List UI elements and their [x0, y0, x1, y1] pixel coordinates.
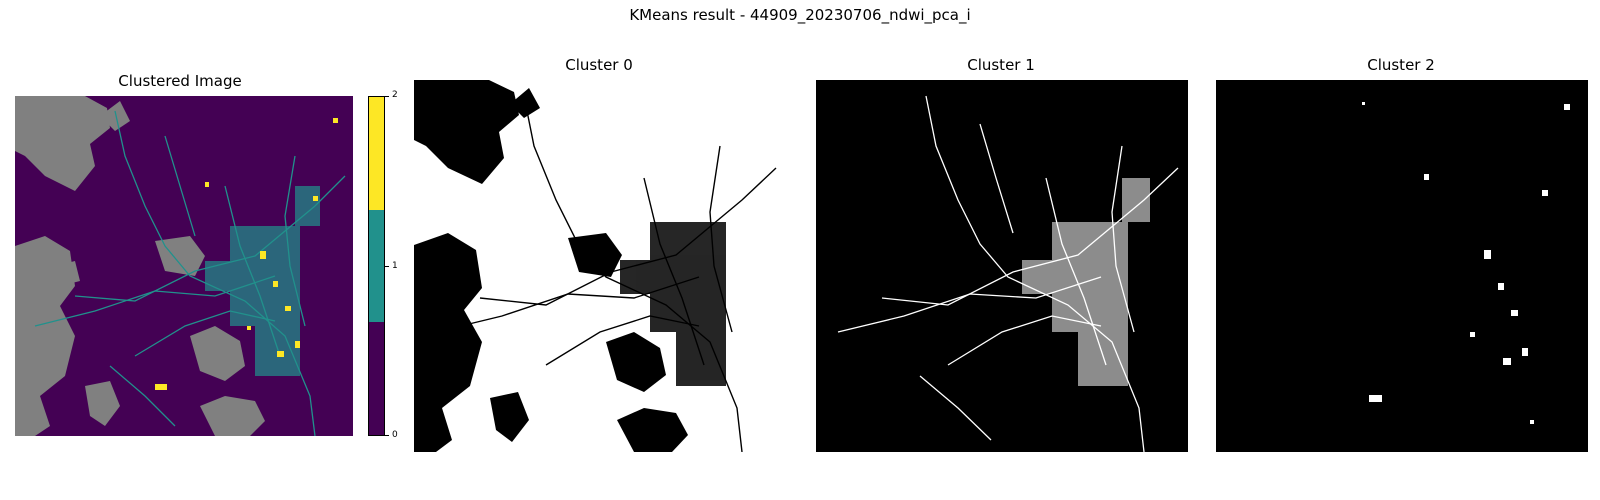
panel-title-cluster-1: Cluster 1 — [967, 56, 1035, 74]
cluster-2-patches — [155, 118, 338, 390]
panel-title-clustered: Clustered Image — [118, 72, 242, 90]
colorbar-tick-label-1: 1 — [392, 261, 398, 271]
cluster-1-mask — [816, 80, 1188, 452]
cluster-1-mask-svg — [837, 95, 1179, 452]
colorbar-tick-1 — [385, 266, 389, 267]
cluster-2-mask — [1216, 80, 1588, 452]
colorbar-tick-0 — [385, 435, 389, 436]
suptitle: KMeans result - 44909_20230706_ndwi_pca_… — [629, 6, 971, 24]
cluster-2-patches — [1362, 102, 1570, 424]
panel-title-cluster-2: Cluster 2 — [1367, 56, 1435, 74]
cluster-0-mask-svg — [414, 80, 777, 452]
colorbar-tick-label-2: 2 — [392, 90, 398, 100]
cluster-0-urban-block — [620, 222, 726, 386]
clustered-image — [15, 96, 353, 436]
colorbar — [368, 96, 385, 436]
colorbar-tick-2 — [385, 96, 389, 97]
cluster-2-mask-svg — [1362, 102, 1570, 424]
colorbar-tick-label-0: 0 — [392, 430, 398, 440]
clustered-image-svg — [15, 96, 353, 436]
cluster-1-urban-patches — [1022, 178, 1150, 386]
colorbar-segment-0 — [369, 322, 384, 435]
nodata-regions — [15, 96, 265, 436]
colorbar-segment-2 — [369, 97, 384, 210]
panel-title-cluster-0: Cluster 0 — [565, 56, 633, 74]
colorbar-segment-1 — [369, 209, 384, 323]
cluster-0-excluded-areas — [414, 80, 688, 452]
cluster-0-mask — [414, 80, 786, 452]
